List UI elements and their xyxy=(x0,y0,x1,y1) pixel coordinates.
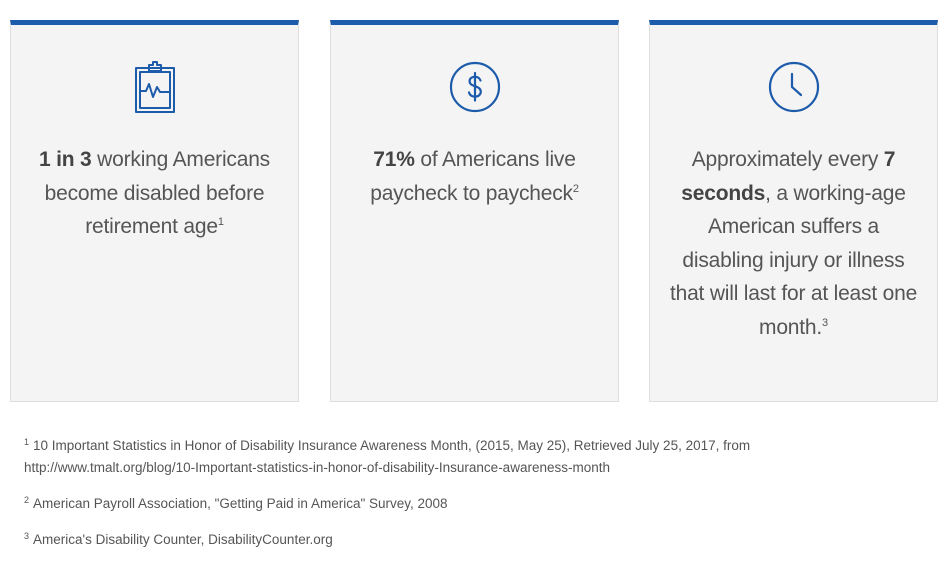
stat-text: Approximately every 7 seconds, a working… xyxy=(668,143,919,344)
stat-card-injury: Approximately every 7 seconds, a working… xyxy=(649,20,938,402)
footnote-1: 1 10 Important Statistics in Honor of Dis… xyxy=(24,435,750,479)
stat-text: 71% of Americans live paycheck to payche… xyxy=(349,143,600,210)
footnote-text: America's Disability Counter, Disability… xyxy=(33,532,333,547)
footnote-ref: 3 xyxy=(822,316,828,329)
footnote-2: 2 American Payroll Association, "Getting … xyxy=(24,493,448,515)
stat-highlight: 71% xyxy=(373,148,415,171)
clock-icon xyxy=(766,59,822,115)
stat-body: of Americans live paycheck to paycheck xyxy=(370,148,576,205)
stat-body: working Americans become disabled before… xyxy=(44,148,271,238)
footnote-marker: 3 xyxy=(24,530,30,541)
footnote-marker: 2 xyxy=(24,494,30,505)
footnote-marker: 1 xyxy=(24,436,30,447)
stat-body-start: Approximately every xyxy=(691,148,884,171)
stat-cards: 1 in 3 working Americans become disabled… xyxy=(10,20,940,403)
stat-highlight: 7 seconds xyxy=(681,148,896,205)
footnote-text: 10 Important Statistics in Honor of Disa… xyxy=(33,438,751,453)
dollar-circle-icon xyxy=(447,59,503,115)
stat-highlight: 1 in 3 xyxy=(39,148,92,171)
footnote-text: American Payroll Association, "Getting P… xyxy=(33,496,448,511)
footnote-url: http://www.tmalt.org/blog/10-Important-s… xyxy=(24,460,610,475)
footnote-ref: 2 xyxy=(572,182,579,195)
footnote-ref: 1 xyxy=(217,216,224,228)
stat-body-end: , a working-age American suffers a disab… xyxy=(669,181,918,339)
stat-card-paycheck: 71% of Americans live paycheck to payche… xyxy=(330,20,619,402)
stat-text: 1 in 3 working Americans become disabled… xyxy=(29,143,280,244)
footnote-3: 3 America's Disability Counter, Disabilit… xyxy=(24,529,333,551)
clipboard-heartbeat-icon xyxy=(127,59,183,115)
stat-card-disability: 1 in 3 working Americans become disabled… xyxy=(10,20,299,402)
